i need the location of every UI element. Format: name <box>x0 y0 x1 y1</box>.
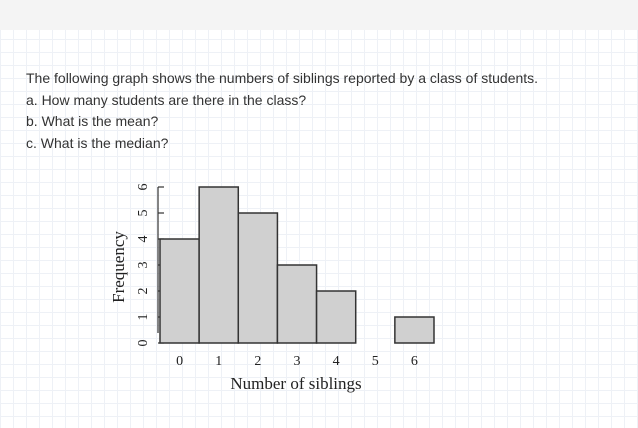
x-tick-label: 2 <box>254 354 261 369</box>
bar <box>394 316 435 344</box>
y-tick-label: 0 <box>136 340 151 347</box>
bar <box>315 290 357 344</box>
bar <box>276 264 318 344</box>
question-part: a. How many students are there in the cl… <box>26 91 307 108</box>
y-tick-label: 6 <box>136 184 151 191</box>
bar <box>159 238 200 344</box>
x-tick-label: 6 <box>411 354 418 369</box>
y-tick-label: 4 <box>136 236 151 243</box>
y-tick-label: 1 <box>136 314 151 321</box>
question-intro: The following graph shows the numbers of… <box>26 70 539 86</box>
y-tick-label: 5 <box>136 210 151 217</box>
question: The following graph shows the numbers of… <box>26 68 538 154</box>
x-tick-label: 5 <box>372 354 379 369</box>
x-tick-label: 4 <box>333 354 340 369</box>
bar <box>237 212 279 344</box>
top-bar <box>0 0 638 30</box>
x-tick-label: 3 <box>294 354 301 369</box>
x-axis-label: Number of siblings <box>230 374 361 393</box>
x-tick-label: 0 <box>176 354 183 369</box>
y-tick-label: 2 <box>136 288 151 295</box>
x-tick-label: 1 <box>215 354 222 369</box>
y-tick-label: 3 <box>136 262 151 269</box>
y-axis-label: Frequency <box>109 231 128 303</box>
bar <box>198 186 240 344</box>
question-part: c. What is the median? <box>26 134 169 151</box>
question-part: b. What is the mean? <box>26 113 159 129</box>
